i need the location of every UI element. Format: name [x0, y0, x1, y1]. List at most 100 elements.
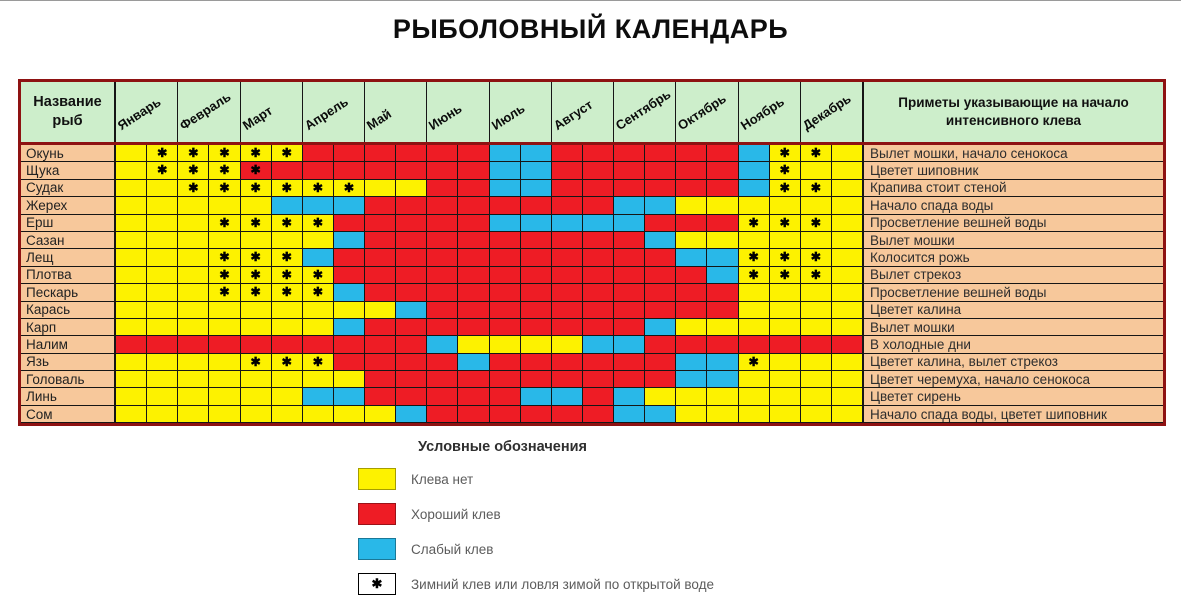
half-month-cell: ✱ — [178, 179, 210, 198]
half-month-cell — [178, 371, 210, 389]
month-label: Январь — [114, 94, 164, 133]
half-month-cell — [458, 284, 490, 302]
half-month-cell — [396, 284, 428, 302]
month-header-cell: Март — [239, 82, 303, 142]
half-month-cell — [614, 318, 646, 337]
half-month-cell — [676, 231, 708, 250]
half-month-cell — [614, 353, 646, 372]
half-month-cell — [800, 318, 832, 337]
half-month-cell — [116, 353, 148, 372]
half-month-cell — [147, 371, 179, 389]
half-month-cell — [178, 405, 210, 424]
half-month-cell — [614, 388, 646, 406]
month-header-cell: Ноябрь — [737, 82, 801, 142]
half-month-cell: ✱ — [800, 214, 832, 232]
half-month-cell — [116, 162, 148, 180]
half-month-cell: ✱ — [738, 249, 770, 267]
half-month-cell — [302, 336, 334, 354]
half-month-cell — [396, 301, 428, 319]
bite-sign-note: Вылет мошки, начало сенокоса — [863, 145, 1163, 163]
fish-row: Головаль Цветет черемуха, начало сенокоса — [21, 371, 1163, 389]
half-month-cell — [396, 318, 428, 337]
half-month-cell — [831, 301, 863, 319]
winter-bite-asterisk-icon: ✱ — [748, 354, 759, 369]
half-month-cell — [582, 231, 614, 250]
half-month-cell — [489, 371, 521, 389]
half-month-cell — [645, 162, 677, 180]
half-month-cell — [676, 353, 708, 372]
legend-label: Слабый клев — [411, 541, 494, 557]
half-month-cell — [707, 179, 739, 198]
half-month-cell — [147, 197, 179, 215]
half-month-cell — [676, 284, 708, 302]
half-month-cell — [427, 353, 459, 372]
half-month-cell — [116, 266, 148, 285]
half-month-cell — [365, 388, 397, 406]
half-month-cell — [365, 353, 397, 372]
half-month-cell — [240, 318, 272, 337]
half-month-cell: ✱ — [738, 266, 770, 285]
half-month-cell — [209, 318, 241, 337]
half-month-cell — [427, 179, 459, 198]
month-label: Февраль — [177, 88, 234, 133]
half-month-cell — [707, 249, 739, 267]
fish-row: Линь Цветет сирень — [21, 388, 1163, 406]
half-month-cell — [302, 162, 334, 180]
half-month-cell — [147, 405, 179, 424]
half-month-cell — [333, 388, 365, 406]
half-month-cell — [645, 405, 677, 424]
winter-bite-asterisk-icon: ✱ — [156, 163, 168, 178]
winter-bite-asterisk-icon: ✱ — [281, 354, 292, 369]
half-month-cell — [365, 162, 397, 180]
half-month-cell — [800, 231, 832, 250]
winter-bite-asterisk-icon: ✱ — [188, 163, 199, 178]
half-month-cell — [365, 197, 397, 215]
half-month-cell — [520, 353, 552, 372]
half-month-cell — [520, 336, 552, 354]
half-month-cell — [645, 318, 677, 337]
half-month-cell — [427, 405, 459, 424]
winter-bite-asterisk-icon: ✱ — [779, 250, 790, 265]
half-month-cell — [333, 231, 365, 250]
half-month-cell: ✱ — [302, 179, 334, 198]
month-cells-strip — [116, 371, 863, 389]
half-month-cell — [333, 405, 365, 424]
half-month-cell — [396, 249, 428, 267]
half-month-cell — [209, 388, 241, 406]
half-month-cell — [458, 318, 490, 337]
fish-name: Ерш — [21, 214, 116, 232]
half-month-cell — [209, 371, 241, 389]
half-month-cell — [831, 388, 863, 406]
half-month-cell — [116, 214, 148, 232]
half-month-cell — [458, 405, 490, 424]
half-month-cell — [427, 231, 459, 250]
half-month-cell — [582, 388, 614, 406]
half-month-cell — [520, 371, 552, 389]
bite-sign-note: Вылет мошки — [863, 318, 1163, 337]
legend-label: Хороший клев — [411, 506, 501, 522]
half-month-cell — [489, 179, 521, 198]
half-month-cell — [489, 145, 521, 163]
month-label: Июнь — [426, 100, 465, 133]
half-month-cell: ✱ — [240, 249, 272, 267]
half-month-cell — [645, 214, 677, 232]
half-month-cell — [707, 231, 739, 250]
half-month-cell — [178, 197, 210, 215]
fish-row: Окунь ✱ ✱ ✱ ✱ ✱ ✱ ✱ Вылет мошки, начало сенокоса — [21, 145, 1163, 163]
half-month-cell — [645, 353, 677, 372]
month-cells-strip — [116, 301, 863, 319]
half-month-cell — [333, 266, 365, 285]
half-month-cell — [147, 353, 179, 372]
bite-sign-note: Цветет черемуха, начало сенокоса — [863, 371, 1163, 389]
half-month-cell — [645, 266, 677, 285]
half-month-cell — [551, 371, 583, 389]
half-month-cell — [116, 284, 148, 302]
half-month-cell — [769, 336, 801, 354]
half-month-cell — [489, 301, 521, 319]
half-month-cell: ✱ — [271, 145, 303, 163]
half-month-cell — [333, 284, 365, 302]
half-month-cell — [489, 231, 521, 250]
winter-bite-asterisk-icon: ✱ — [312, 215, 324, 230]
half-month-cell — [396, 145, 428, 163]
half-month-cell: ✱ — [769, 249, 801, 267]
